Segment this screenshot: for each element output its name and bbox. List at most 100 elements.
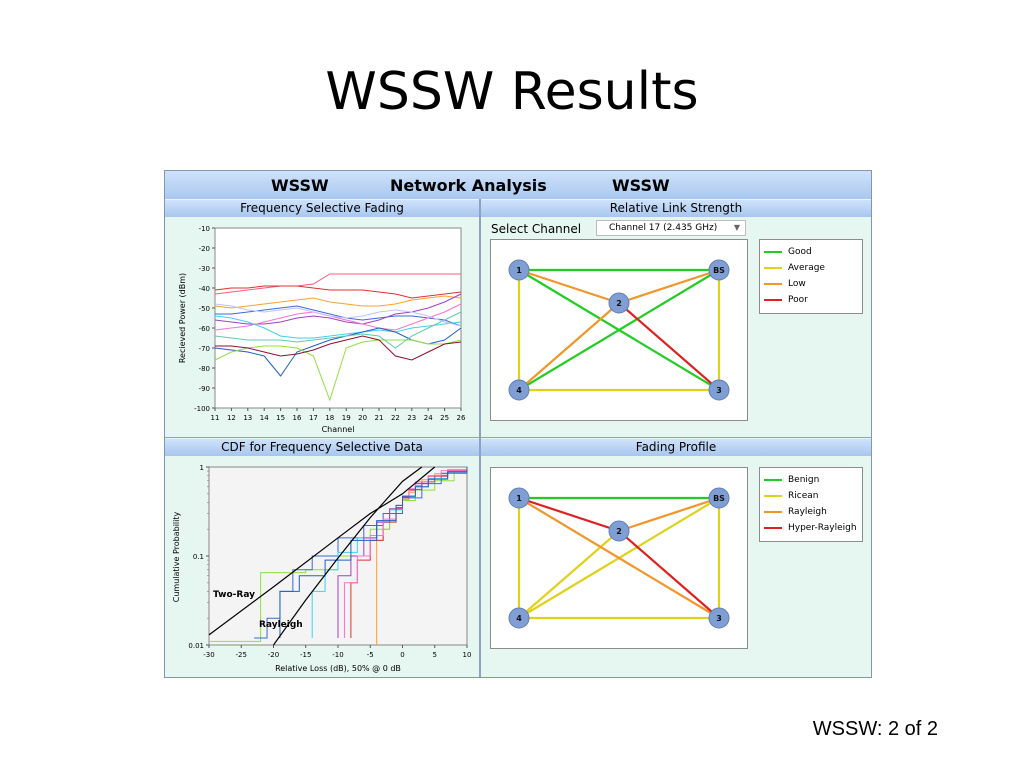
horizontal-divider	[165, 437, 871, 438]
node-circle	[708, 487, 730, 509]
rls-node-3[interactable]: 3	[708, 379, 730, 401]
node-label: 2	[616, 299, 622, 308]
fsf-y-tick-label: -70	[199, 345, 210, 353]
channel-select[interactable]: Channel 17 (2.435 GHz) ▼	[596, 220, 746, 236]
fp-node-3[interactable]: 3	[708, 607, 730, 629]
fsf-series-line-2	[214, 285, 462, 299]
cdf-series-line-8	[279, 467, 468, 638]
rls-node-4[interactable]: 4	[508, 379, 530, 401]
rls-link-bs-4	[518, 269, 720, 391]
rls-node-bs[interactable]: BS	[708, 259, 730, 281]
cdf-x-axis-label: Relative Loss (dB), 50% @ 0 dB	[275, 664, 401, 673]
fp-node-4[interactable]: 4	[508, 607, 530, 629]
legend-label: Poor	[788, 295, 808, 305]
fsf-x-tick-label: 14	[260, 414, 269, 422]
channel-select-value: Channel 17 (2.435 GHz)	[609, 223, 718, 233]
fp-node-2[interactable]: 2	[608, 520, 630, 542]
node-label: BS	[713, 266, 725, 275]
fp-network-svg: 1 2 3 4 BS	[508, 487, 730, 629]
fp-node-1[interactable]: 1	[508, 487, 530, 509]
fp-link-1-2	[518, 496, 620, 533]
rls-link-1-2	[518, 268, 620, 305]
fp-link-2-3	[618, 530, 720, 619]
node-circle	[608, 520, 630, 542]
rls-legend-item-low: Low	[760, 276, 862, 292]
rls-panel-title: Relative Link Strength	[481, 200, 871, 217]
fsf-series-line-12	[214, 303, 462, 327]
legend-label: Average	[788, 263, 825, 273]
vertical-divider	[479, 199, 481, 677]
legend-label: Good	[788, 247, 812, 257]
node-label: 1	[516, 266, 522, 275]
fsf-y-tick-label: -30	[199, 265, 210, 273]
select-channel-label: Select Channel	[491, 222, 582, 236]
node-circle	[608, 292, 630, 314]
app-header: WSSW Network Analysis WSSW	[165, 171, 871, 199]
fsf-y-tick-label: -60	[199, 325, 210, 333]
fp-panel-title: Fading Profile	[481, 439, 871, 456]
cdf-x-tick-label: -20	[268, 651, 279, 659]
legend-label: Low	[788, 279, 806, 289]
legend-swatch	[764, 267, 782, 269]
fsf-series-line-10	[215, 335, 462, 361]
fsf-x-axis-label: Channel	[322, 425, 355, 434]
rls-legend-item-good: Good	[760, 244, 862, 260]
rls-legend-item-poor: Poor	[760, 292, 862, 308]
fp-link-4-2	[518, 530, 620, 619]
node-label: 2	[616, 527, 622, 536]
rls-link-2-bs	[618, 268, 720, 305]
header-left-label: WSSW	[271, 176, 329, 195]
fsf-series-line-6	[214, 303, 462, 331]
legend-label: Ricean	[788, 491, 819, 501]
fsf-x-tick-label: 19	[342, 414, 351, 422]
fp-node-bs[interactable]: BS	[708, 487, 730, 509]
node-label: 4	[516, 386, 522, 395]
node-circle	[508, 607, 530, 629]
fsf-x-tick-label: 15	[276, 414, 285, 422]
slide-title: WSSW Results	[325, 62, 699, 122]
fsf-series-line-3	[214, 295, 462, 309]
cdf-y-tick-label: 1	[200, 464, 204, 472]
cdf-y-tick-label: 0.01	[188, 642, 204, 650]
fsf-y-tick-label: -90	[199, 385, 210, 393]
fsf-y-tick-label: -80	[199, 365, 210, 373]
rls-node-2[interactable]: 2	[608, 292, 630, 314]
legend-swatch	[764, 299, 782, 301]
cdf-y-axis-label: Cumulative Probability	[172, 511, 181, 602]
header-right-label: WSSW	[612, 176, 670, 195]
node-label: 4	[516, 614, 522, 623]
node-label: 1	[516, 494, 522, 503]
cdf-x-tick-label: -15	[300, 651, 311, 659]
fsf-y-tick-label: -50	[199, 305, 210, 313]
fsf-x-tick-label: 24	[424, 414, 433, 422]
two-ray-reference-line	[208, 466, 436, 636]
node-circle	[708, 259, 730, 281]
fp-link-1-3	[518, 497, 720, 619]
fsf-y-tick-label: -40	[199, 285, 210, 293]
fsf-panel-title: Frequency Selective Fading	[165, 200, 479, 217]
node-circle	[708, 379, 730, 401]
node-circle	[708, 607, 730, 629]
cdf-x-tick-label: 5	[433, 651, 437, 659]
legend-label: Rayleigh	[788, 507, 827, 517]
fsf-y-tick-label: -10	[199, 225, 210, 233]
fsf-y-tick-label: -100	[194, 405, 210, 413]
node-label: 3	[716, 386, 722, 395]
fp-legend-item-benign: Benign	[760, 472, 862, 488]
fsf-x-tick-label: 23	[407, 414, 416, 422]
rls-link-2-4	[518, 302, 620, 391]
fsf-x-tick-label: 11	[211, 414, 220, 422]
fp-legend-item-hyper-rayleigh: Hyper-Rayleigh	[760, 520, 862, 536]
legend-label: Benign	[788, 475, 820, 485]
cdf-x-tick-label: -10	[332, 651, 343, 659]
cdf-panel-title: CDF for Frequency Selective Data	[165, 439, 479, 456]
cdf-x-tick-label: -30	[203, 651, 214, 659]
chevron-down-icon[interactable]: ▼	[733, 223, 741, 232]
rls-node-1[interactable]: 1	[508, 259, 530, 281]
node-label: 3	[716, 614, 722, 623]
fsf-x-tick-label: 16	[293, 414, 302, 422]
node-circle	[508, 259, 530, 281]
cdf-chart: 0.01 0.1 1 -30 -25 -20 -15 -10 -5 0 5 10 Two-Ray Ra…	[172, 464, 471, 673]
fp-network-graph: 1 2 3 4 BS	[490, 467, 748, 649]
